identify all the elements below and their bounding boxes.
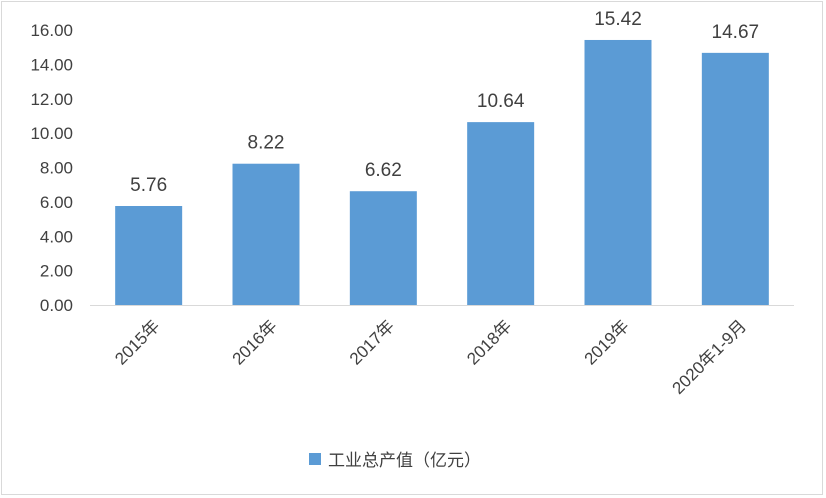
- bar: [232, 163, 300, 305]
- data-label: 8.22: [248, 133, 285, 154]
- bar: [349, 191, 417, 305]
- bar: [467, 122, 535, 305]
- x-tick-label: 2015年: [111, 316, 163, 368]
- data-labels: 5.76 8.22 6.62 10.64 15.42 14.67: [130, 9, 759, 196]
- y-tick-label: 12.00: [30, 90, 73, 109]
- data-label: 14.67: [712, 22, 760, 43]
- legend-label: 工业总产值（亿元）: [328, 451, 481, 470]
- data-label: 5.76: [130, 175, 167, 196]
- y-tick-label: 8.00: [40, 159, 73, 178]
- y-tick-label: 6.00: [40, 193, 73, 212]
- x-axis: 2015年 2016年 2017年 2018年 2019年 2020年1-9月: [90, 305, 794, 398]
- y-tick-label: 4.00: [40, 227, 73, 246]
- data-label: 10.64: [477, 91, 525, 112]
- y-tick-label: 16.00: [30, 21, 73, 40]
- x-tick-label: 2020年1-9月: [669, 316, 751, 398]
- data-label: 6.62: [365, 160, 402, 181]
- y-tick-label: 10.00: [30, 124, 73, 143]
- y-tick-label: 14.00: [30, 55, 73, 74]
- x-tick-label: 2016年: [229, 316, 281, 368]
- data-label: 15.42: [594, 9, 642, 30]
- bar: [115, 206, 183, 305]
- legend: 工业总产值（亿元）: [309, 451, 481, 470]
- bars: [115, 39, 769, 305]
- y-axis: 0.00 2.00 4.00 6.00 8.00 10.00 12.00 14.00 16.00: [30, 21, 73, 315]
- x-tick-label: 2017年: [346, 316, 398, 368]
- y-tick-label: 2.00: [40, 262, 73, 281]
- y-tick-label: 0.00: [40, 296, 73, 315]
- x-tick-label: 2019年: [581, 316, 633, 368]
- legend-swatch: [309, 453, 321, 465]
- bar: [701, 52, 769, 305]
- bar: [584, 39, 652, 305]
- x-tick-label: 2018年: [463, 316, 515, 368]
